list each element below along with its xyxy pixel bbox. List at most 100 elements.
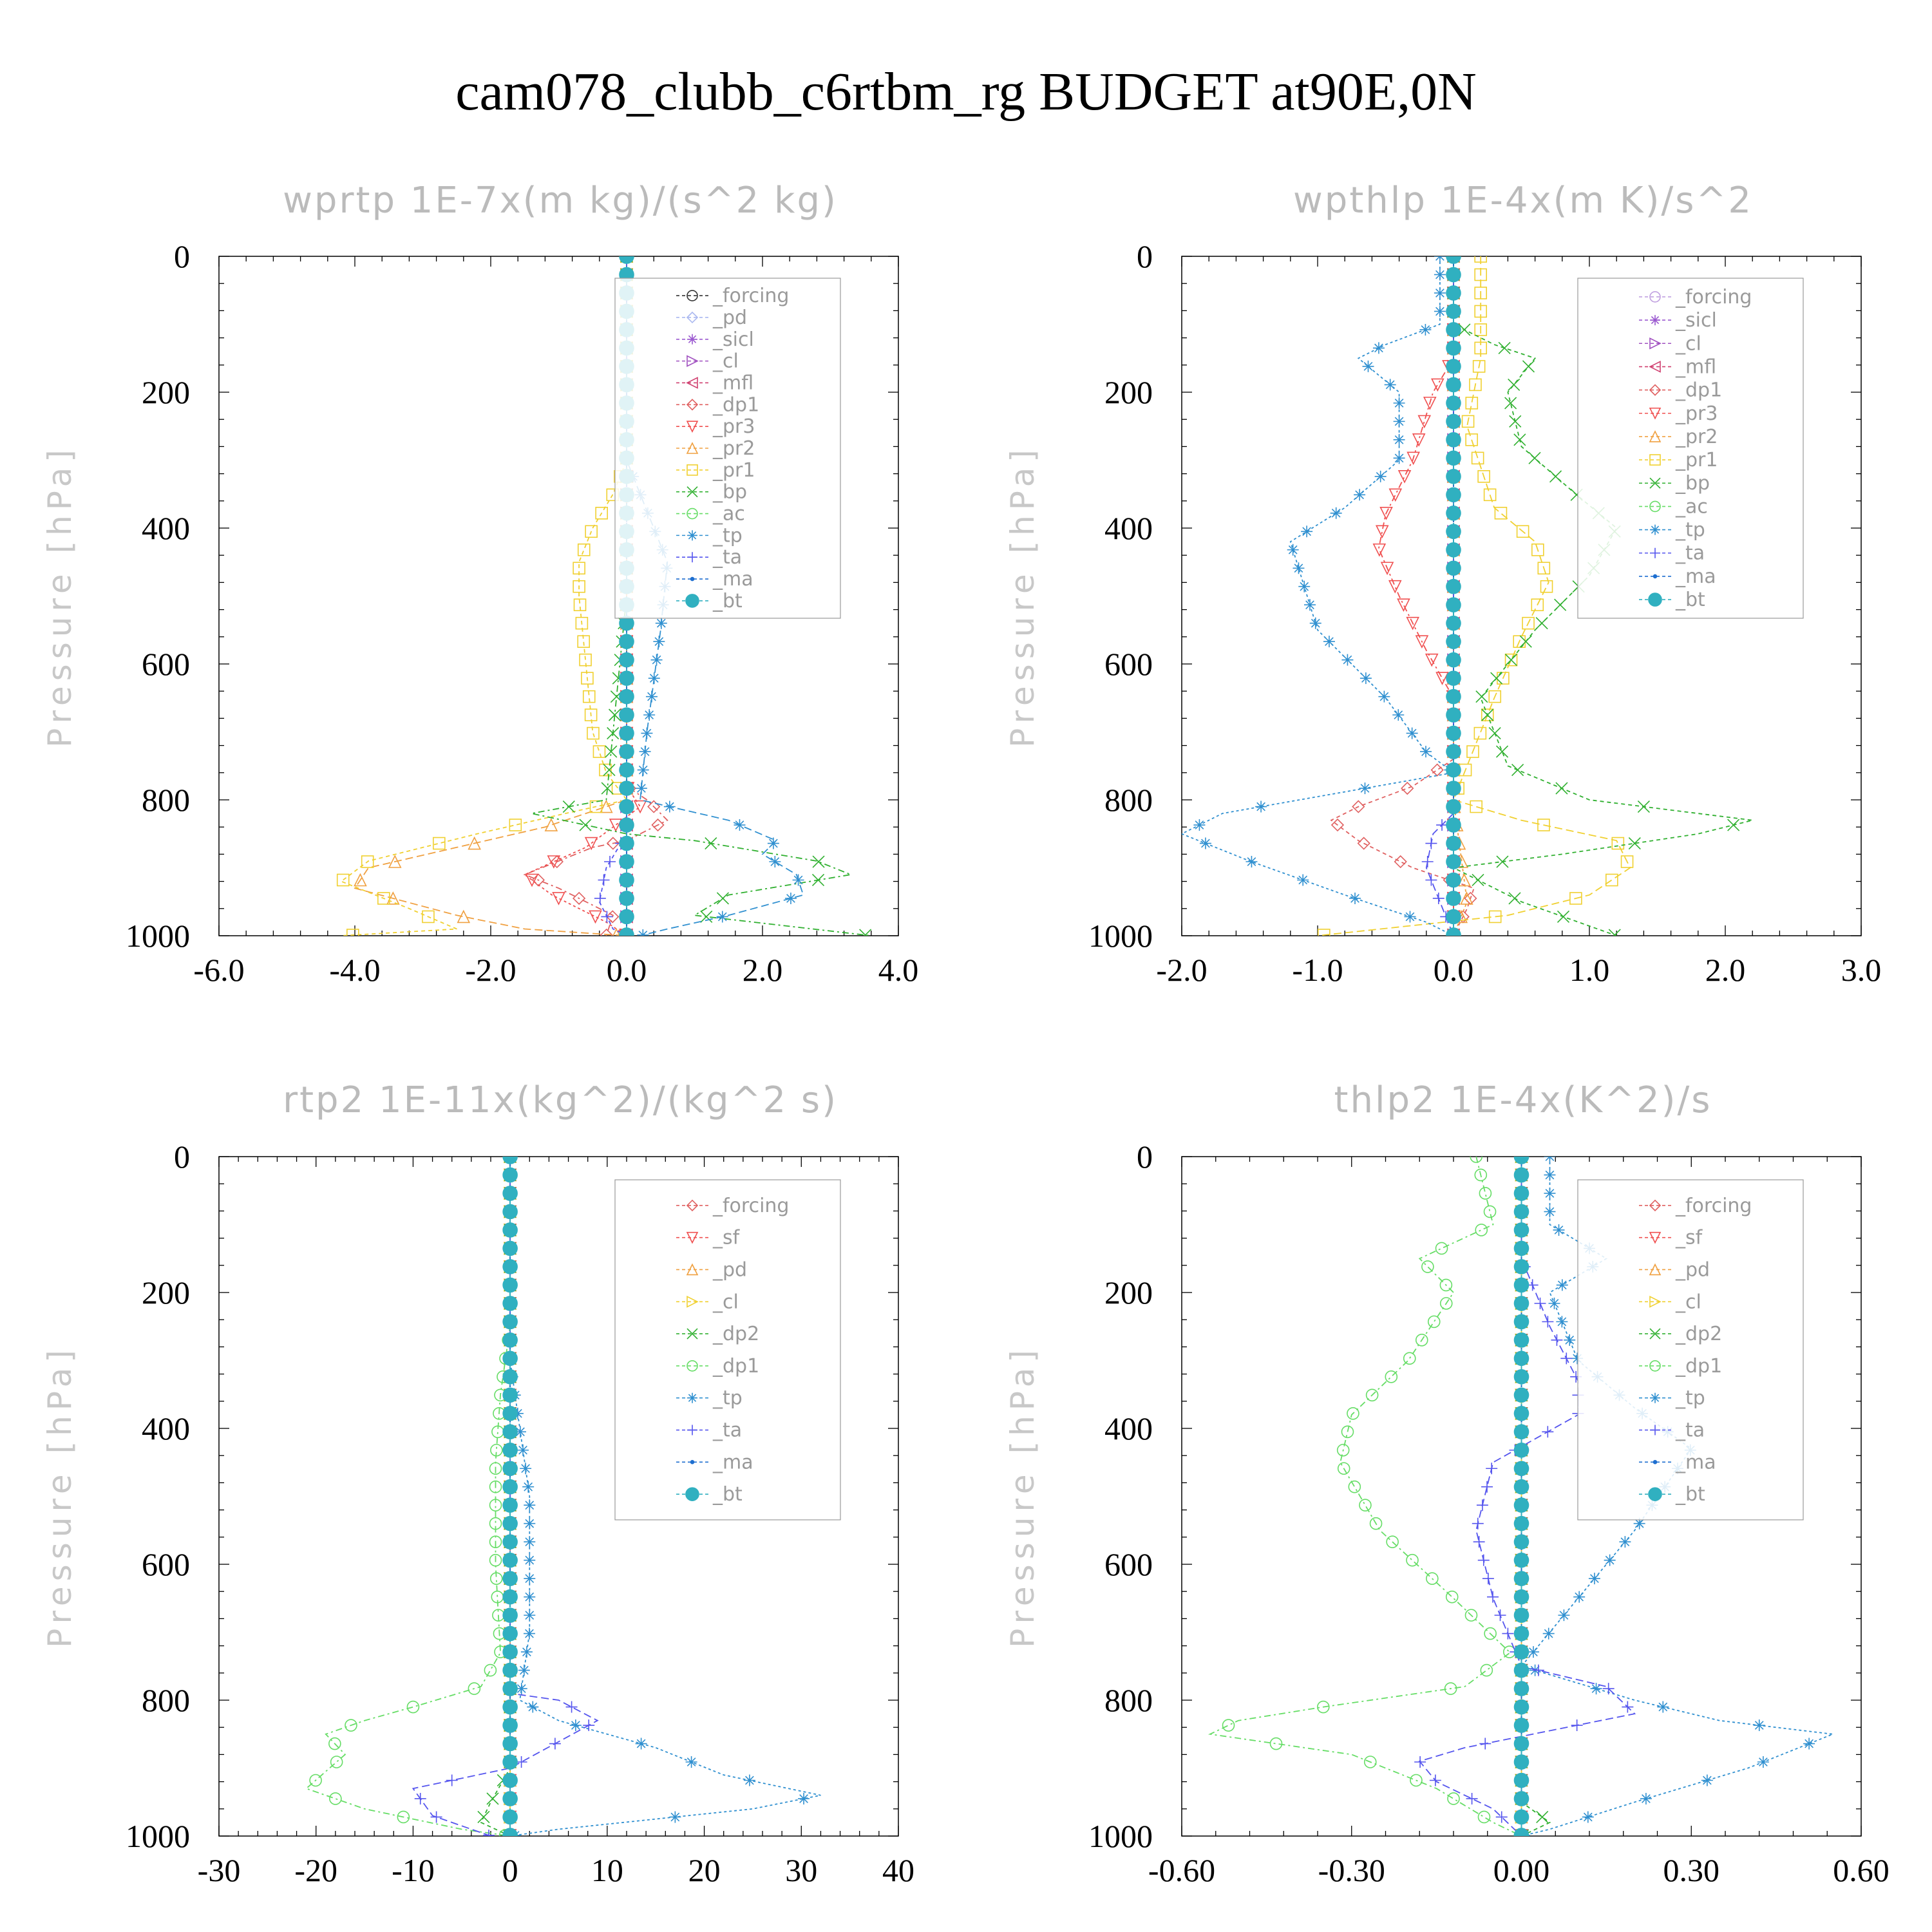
legend-item: _forcing xyxy=(676,1195,789,1217)
data-point xyxy=(1605,873,1618,887)
data-point xyxy=(1608,929,1621,936)
data-point xyxy=(1303,599,1316,611)
data-point xyxy=(1513,1387,1530,1403)
data-point xyxy=(1460,891,1473,905)
data-point xyxy=(1657,1701,1669,1713)
data-point xyxy=(1611,837,1625,850)
data-point xyxy=(1434,256,1446,262)
series-group xyxy=(1208,1157,1833,1836)
x-tick-label: 4.0 xyxy=(878,952,919,988)
data-point xyxy=(1513,1314,1530,1330)
data-point xyxy=(603,764,616,777)
legend-marker xyxy=(1649,1328,1661,1340)
panel-title: thlp2 1E-4x(K^2)/s xyxy=(1334,1079,1712,1121)
data-point xyxy=(502,1625,518,1642)
data-point xyxy=(1544,1157,1556,1162)
data-point xyxy=(1446,781,1461,796)
data-point xyxy=(1446,303,1461,319)
y-tick-label: 200 xyxy=(142,1274,190,1311)
legend-marker xyxy=(686,399,699,411)
legend-item: _dp1 xyxy=(676,1355,759,1378)
data-point xyxy=(1532,1664,1544,1676)
series-line-dp2 xyxy=(480,1157,511,1836)
data-point xyxy=(414,1792,426,1804)
x-tick-label: -30 xyxy=(198,1852,241,1888)
data-point xyxy=(655,617,667,629)
data-point xyxy=(502,1607,518,1623)
data-point xyxy=(1403,1352,1416,1365)
legend-label: _cl xyxy=(712,350,739,373)
data-point xyxy=(619,817,634,833)
legend-label: _ma xyxy=(712,1451,753,1473)
legend-label: _tp xyxy=(1675,519,1705,542)
data-point xyxy=(1287,544,1299,556)
data-point xyxy=(502,1259,518,1274)
data-point xyxy=(1410,1774,1423,1787)
legend-label: _sicl xyxy=(712,328,754,351)
data-point xyxy=(468,836,481,850)
data-point xyxy=(1513,1736,1530,1752)
legend: _forcing_sicl_cl_mfl_dp1_pr3_pr2_pr1_bp_… xyxy=(1577,278,1804,619)
y-tick-label: 200 xyxy=(1104,374,1153,410)
legend-marker xyxy=(1649,1199,1662,1211)
data-point xyxy=(1513,1204,1530,1220)
data-point xyxy=(1446,909,1461,925)
legend-label: _tp xyxy=(712,1387,743,1410)
y-tick-label: 0 xyxy=(1137,238,1153,274)
data-point xyxy=(1474,323,1487,336)
data-point xyxy=(577,635,591,648)
series-group xyxy=(1182,256,1753,936)
x-tick-label: 3.0 xyxy=(1841,952,1882,988)
series-line-pr2 xyxy=(354,256,627,936)
data-point xyxy=(1434,269,1446,281)
y-axis-label: Pressure [hPa] xyxy=(41,444,79,748)
data-point xyxy=(669,1811,681,1823)
plot-frame xyxy=(218,1156,899,1837)
data-point xyxy=(489,1499,502,1512)
data-point xyxy=(1549,470,1562,483)
legend-item: _dp1 xyxy=(1639,379,1722,402)
data-point xyxy=(1298,580,1311,592)
legend-marker xyxy=(1649,500,1661,513)
x-tick-label: -20 xyxy=(294,1852,337,1888)
data-point xyxy=(502,1497,518,1513)
legend-label: _bt xyxy=(1675,589,1705,611)
data-point xyxy=(1513,1277,1530,1293)
legend-label: _dp1 xyxy=(712,393,759,416)
series-markers-bt xyxy=(1513,1157,1530,1836)
data-point xyxy=(1359,672,1372,685)
legend-item: _pr3 xyxy=(1639,402,1718,425)
data-point xyxy=(502,1332,518,1348)
legend-item: _bt xyxy=(676,1483,743,1506)
legend-marker xyxy=(690,576,695,582)
data-point xyxy=(1531,598,1544,612)
data-point xyxy=(1419,323,1432,336)
legend-label: _tp xyxy=(1675,1387,1705,1410)
x-tick-label: 0.00 xyxy=(1493,1852,1550,1888)
data-point xyxy=(502,1240,518,1256)
legend-item: _bt xyxy=(1639,1483,1705,1506)
data-point xyxy=(1537,562,1551,575)
data-point xyxy=(1446,762,1461,778)
data-point xyxy=(592,745,606,758)
data-point xyxy=(502,1718,518,1733)
data-point xyxy=(648,672,660,685)
legend-marker xyxy=(687,507,698,520)
data-point xyxy=(1434,287,1446,299)
data-point xyxy=(1415,635,1429,649)
figure-title: cam078_clubb_c6rtbm_rg BUDGET at90E,0N xyxy=(455,62,1477,122)
data-point xyxy=(549,1738,561,1750)
x-tick-label: -2.0 xyxy=(1156,952,1207,988)
data-point xyxy=(1502,1627,1514,1640)
y-tick-label: 600 xyxy=(142,646,190,682)
legend-item: _dp1 xyxy=(1639,1355,1722,1378)
data-point xyxy=(1571,1352,1584,1365)
legend-item: _sicl xyxy=(676,328,754,351)
legend-marker xyxy=(687,355,699,367)
data-point xyxy=(552,892,565,905)
series-line-ta xyxy=(1425,256,1454,936)
data-point xyxy=(489,1462,502,1475)
legend-label: _sicl xyxy=(1675,309,1717,332)
data-point xyxy=(336,873,350,887)
data-point xyxy=(1496,855,1509,868)
